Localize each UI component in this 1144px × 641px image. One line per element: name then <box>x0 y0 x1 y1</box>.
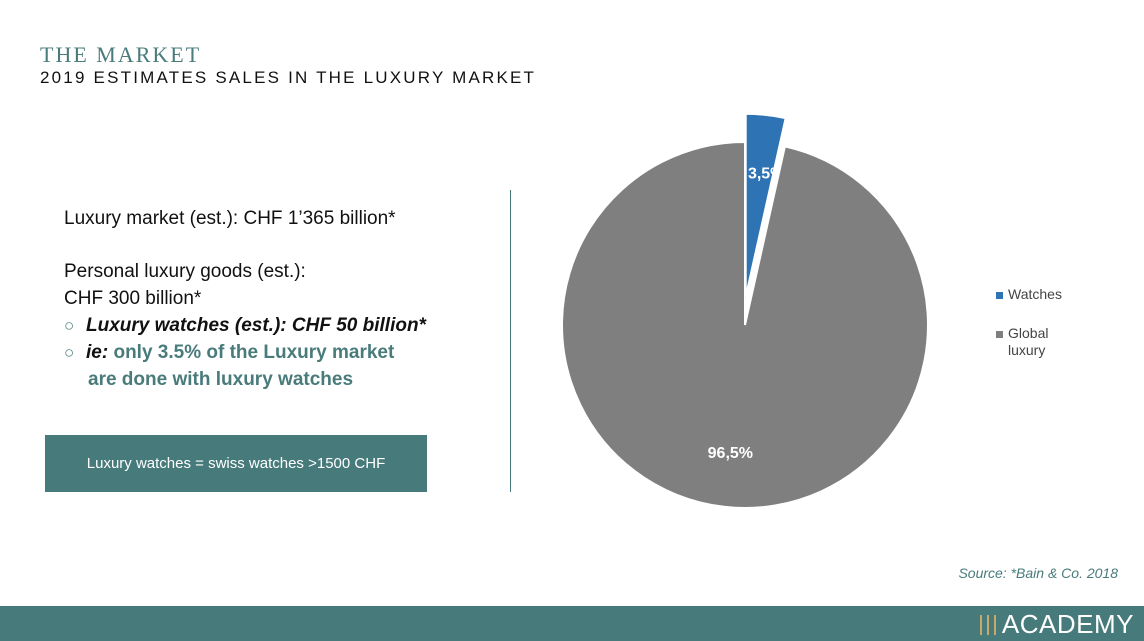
vertical-divider <box>510 190 511 492</box>
legend-swatch-watches <box>996 292 1003 299</box>
circle-bullet-icon: ○ <box>64 343 75 362</box>
share-text: only 3.5% of the Luxury market <box>113 342 395 363</box>
page-subtitle: 2019 ESTIMATES SALES IN THE LUXURY MARKE… <box>40 68 537 87</box>
definition-text: Luxury watches = swiss watches >1500 CHF <box>86 455 386 472</box>
pie-label-global-luxury: 96,5% <box>708 445 753 462</box>
pie-slice-watches <box>744 112 787 298</box>
page-title: THE MARKET <box>40 42 202 67</box>
chart-legend: Watches Global luxury <box>996 286 1068 381</box>
market-summary: Luxury market (est.): CHF 1’365 billion*… <box>64 205 494 393</box>
source-note: Source: *Bain & Co. 2018 <box>958 565 1118 581</box>
legend-swatch-global-luxury <box>996 331 1003 338</box>
footer-bar: ACADEMY <box>0 606 1144 641</box>
logo-text: ACADEMY <box>1001 609 1134 639</box>
luxury-market-line: Luxury market (est.): CHF 1’365 billion* <box>64 208 396 229</box>
share-text-continued: are done with luxury watches <box>88 369 354 390</box>
pie-slice-global-luxury <box>561 140 929 509</box>
circle-bullet-icon: ○ <box>64 316 75 335</box>
academy-logo: ACADEMY <box>979 608 1134 641</box>
bullet-share: ○ ie: only 3.5% of the Luxury market <box>64 339 494 366</box>
legend-label-watches: Watches <box>1008 286 1062 302</box>
personal-goods-value: CHF 300 billion* <box>64 288 202 309</box>
pie-label-watches: 3,5% <box>748 166 784 183</box>
legend-item-global-luxury: Global luxury <box>996 325 1068 359</box>
bullet-watches: ○ Luxury watches (est.): CHF 50 billion* <box>64 312 494 339</box>
personal-goods-line: Personal luxury goods (est.): <box>64 261 306 282</box>
pie-chart: 3,5% 96,5% <box>561 112 929 509</box>
legend-label-global-luxury: Global luxury <box>1008 325 1049 358</box>
watches-value-text: Luxury watches (est.): CHF 50 billion* <box>86 315 426 336</box>
legend-item-watches: Watches <box>996 286 1068 303</box>
logo-bars-icon <box>979 614 996 635</box>
definition-box: Luxury watches = swiss watches >1500 CHF <box>45 435 427 492</box>
ie-label: ie: <box>86 342 109 363</box>
